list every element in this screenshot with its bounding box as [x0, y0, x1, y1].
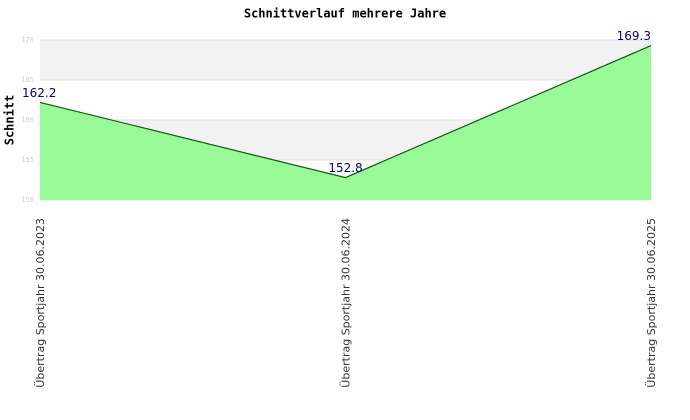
- chart-title: Schnittverlauf mehrere Jahre: [244, 7, 446, 21]
- line: [39, 45, 652, 179]
- y-tick-label: 170: [21, 36, 34, 44]
- x-tick-label: Übertrag Sportjahr 30.06.2023: [34, 218, 47, 388]
- y-axis-label: Schnitt: [3, 95, 17, 146]
- data-label: 152.8: [328, 161, 362, 175]
- data-label: 169.3: [617, 29, 651, 43]
- x-tick-label: Übertrag Sportjahr 30.06.2024: [340, 218, 353, 388]
- x-tick-label: Übertrag Sportjahr 30.06.2025: [645, 218, 658, 388]
- y-tick-label: 165: [21, 76, 34, 84]
- y-tick-label: 155: [21, 156, 34, 164]
- y-tick-label: 150: [21, 196, 34, 204]
- data-label: 162.2: [22, 86, 56, 100]
- grid-band: [40, 40, 651, 80]
- y-tick-label: 160: [21, 116, 34, 124]
- area: [40, 45, 651, 200]
